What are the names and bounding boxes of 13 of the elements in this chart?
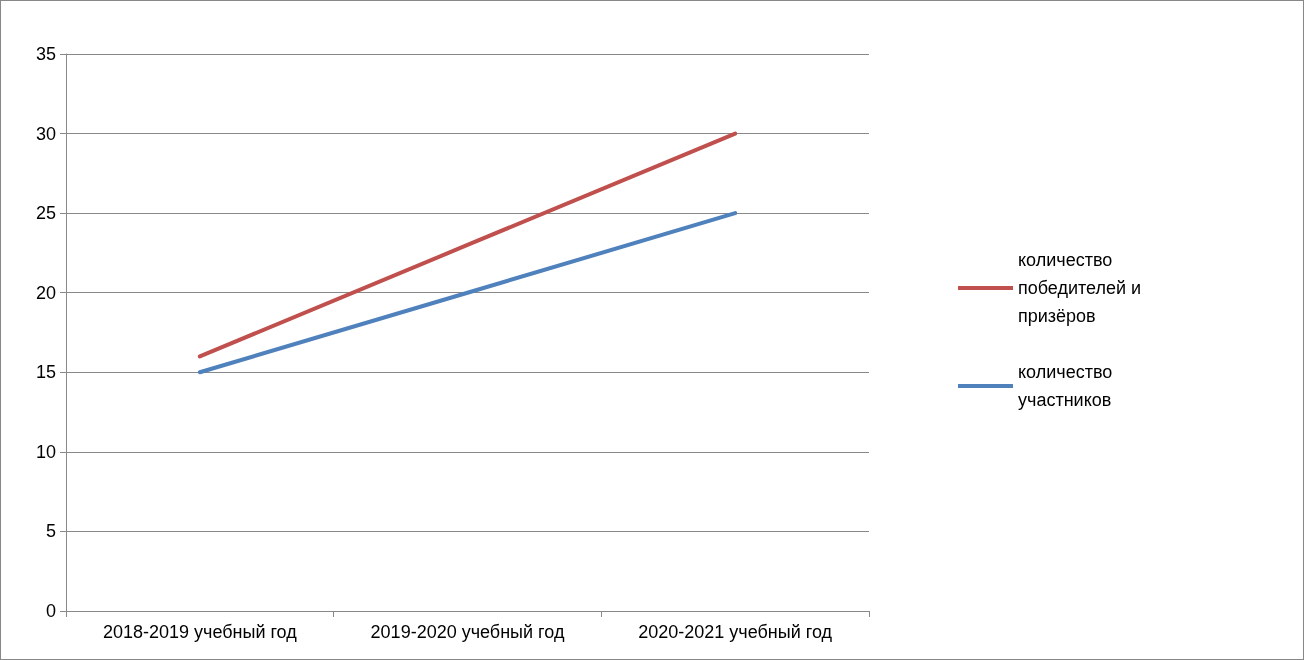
x-tick-label: 2020-2021 учебный год bbox=[638, 622, 833, 642]
y-tick-label: 25 bbox=[35, 203, 56, 224]
x-tick-label: 2018-2019 учебный год bbox=[102, 622, 298, 642]
y-tick-label: 10 bbox=[35, 441, 56, 462]
y-tick-label: 30 bbox=[35, 123, 56, 144]
y-tick-label: 5 bbox=[45, 521, 56, 542]
y-tick-label: 15 bbox=[35, 362, 56, 383]
y-tick-label: 20 bbox=[35, 282, 56, 303]
legend-label: количество победителей и призёров bbox=[1018, 250, 1147, 326]
y-tick-label: 0 bbox=[45, 601, 56, 621]
legend-label: количество участников bbox=[1018, 362, 1118, 410]
x-tick-label: 2019-2020 учебный год bbox=[370, 622, 565, 642]
y-tick-label: 35 bbox=[35, 44, 56, 64]
